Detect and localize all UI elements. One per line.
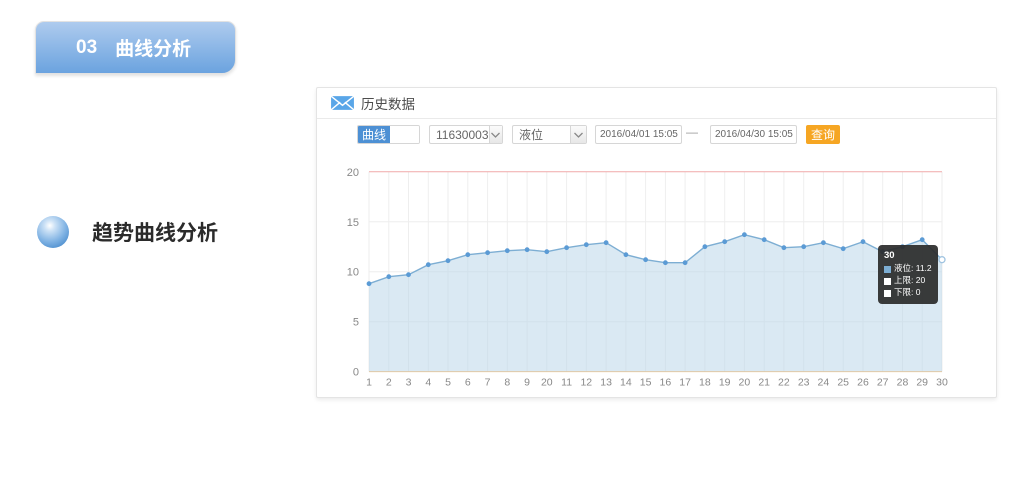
svg-text:5: 5 [353,317,359,329]
svg-text:20: 20 [541,377,553,389]
svg-text:6: 6 [465,377,471,389]
svg-text:20: 20 [739,377,751,389]
svg-text:3: 3 [406,377,412,389]
svg-text:15: 15 [347,217,359,229]
svg-text:13: 13 [600,377,612,389]
svg-text:14: 14 [620,377,632,389]
svg-text:15: 15 [640,377,652,389]
svg-text:9: 9 [524,377,530,389]
svg-text:1: 1 [366,377,372,389]
svg-text:16: 16 [660,377,672,389]
svg-text:20: 20 [347,167,359,179]
svg-text:5: 5 [445,377,451,389]
svg-text:17: 17 [679,377,691,389]
svg-text:4: 4 [425,377,431,389]
svg-text:0: 0 [353,367,359,379]
svg-text:28: 28 [897,377,909,389]
svg-text:22: 22 [778,377,790,389]
svg-text:26: 26 [857,377,869,389]
svg-text:30: 30 [936,377,948,389]
svg-text:12: 12 [580,377,592,389]
svg-text:19: 19 [719,377,731,389]
svg-text:18: 18 [699,377,711,389]
svg-text:8: 8 [504,377,510,389]
svg-text:7: 7 [485,377,491,389]
svg-text:21: 21 [758,377,770,389]
svg-text:2: 2 [386,377,392,389]
svg-text:23: 23 [798,377,810,389]
svg-text:27: 27 [877,377,889,389]
svg-text:11: 11 [561,377,572,389]
svg-text:25: 25 [837,377,849,389]
svg-text:29: 29 [916,377,928,389]
svg-text:10: 10 [347,267,359,279]
svg-text:24: 24 [818,377,830,389]
